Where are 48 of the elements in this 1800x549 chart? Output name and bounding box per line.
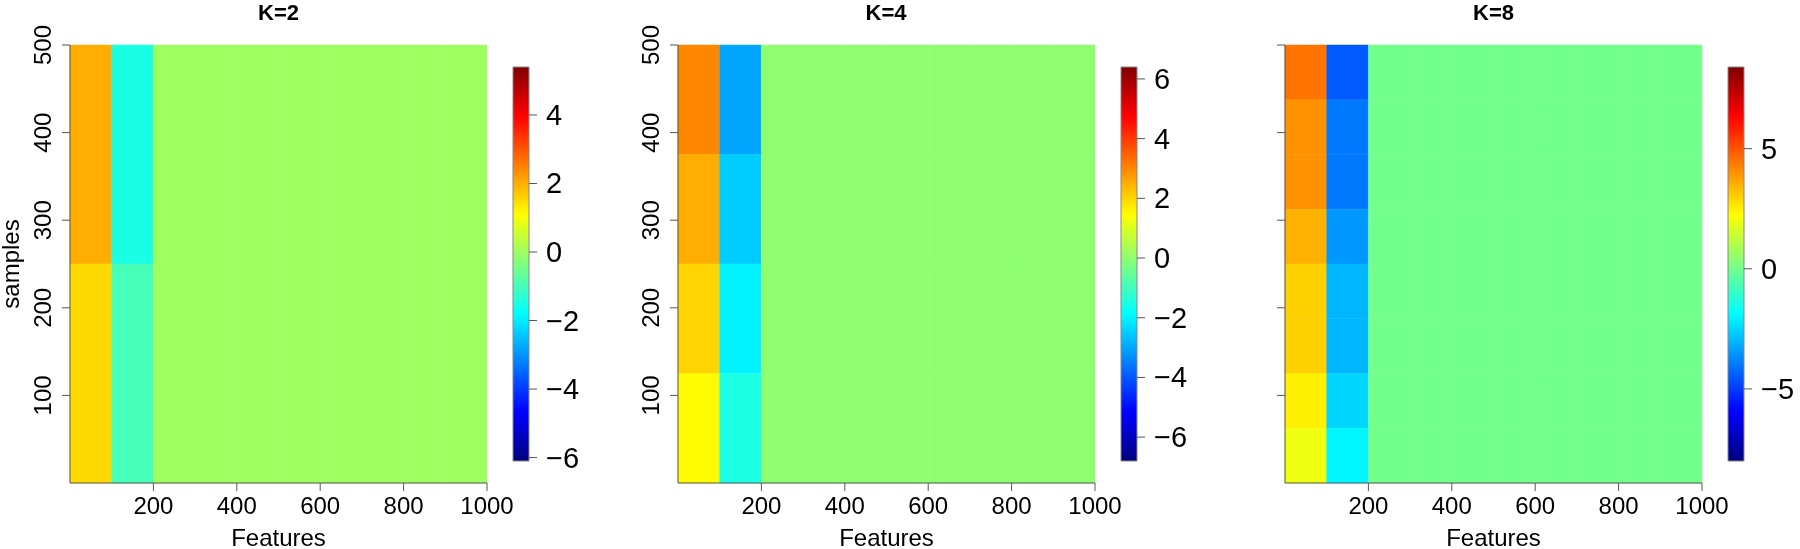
x-tick-label: 200 — [133, 492, 174, 519]
color-bar-label: 2 — [546, 167, 563, 200]
x-axis-title: Features — [1446, 524, 1541, 549]
x-tick-label: 1000 — [1675, 492, 1729, 519]
color-bar-label: 6 — [1153, 62, 1170, 95]
chart-title: K=2 — [257, 0, 300, 25]
x-tick-label: 200 — [1348, 492, 1389, 519]
x-tick-label: 600 — [300, 492, 341, 519]
color-bar-label: 5 — [1761, 132, 1778, 165]
y-tick-label: 500 — [29, 24, 56, 66]
color-bar-label: 0 — [1761, 252, 1778, 285]
x-tick-label: 400 — [1431, 492, 1472, 519]
color-bar-label: −5 — [1761, 372, 1795, 405]
chart-title: K=8 — [1472, 0, 1515, 25]
x-tick-label: 800 — [991, 492, 1032, 519]
x-tick-label: 400 — [824, 492, 865, 519]
x-tick-label: 1000 — [460, 492, 514, 519]
color-bar-label: 4 — [546, 98, 563, 131]
y-axis-title: samples — [0, 219, 24, 309]
color-bar-label: −4 — [1153, 361, 1187, 394]
x-axis-title: Features — [231, 524, 326, 549]
y-tick-label: 500 — [636, 24, 664, 66]
y-tick-label: 200 — [29, 287, 56, 328]
color-bar-label: −6 — [546, 441, 580, 474]
y-tick-label: 400 — [29, 112, 56, 153]
x-tick-label: 600 — [907, 492, 948, 519]
x-tick-label: 800 — [383, 492, 424, 519]
x-tick-label: 600 — [1515, 492, 1556, 519]
y-tick-label: 100 — [636, 375, 664, 416]
x-axis-title: Features — [838, 524, 934, 549]
color-bar-label: −4 — [546, 373, 580, 406]
x-tick-label: 1000 — [1067, 492, 1122, 519]
x-tick-label: 400 — [216, 492, 257, 519]
y-tick-label: 400 — [636, 112, 664, 153]
x-tick-label: 800 — [1598, 492, 1639, 519]
color-bar-label: 0 — [1153, 242, 1170, 275]
chart-title: K=4 — [864, 0, 908, 25]
color-bar-label: 0 — [546, 236, 563, 269]
y-tick-label: 300 — [636, 200, 664, 241]
y-tick-label: 200 — [636, 287, 664, 328]
y-tick-label: 100 — [29, 375, 56, 416]
y-tick-label: 300 — [29, 200, 56, 241]
color-bar-label: 4 — [1153, 122, 1170, 155]
x-tick-label: 200 — [740, 492, 781, 519]
color-bar-label: −6 — [1153, 421, 1187, 454]
color-bar-label: −2 — [546, 304, 580, 337]
color-bar-label: −2 — [1153, 301, 1187, 334]
color-bar-label: 2 — [1153, 182, 1170, 215]
